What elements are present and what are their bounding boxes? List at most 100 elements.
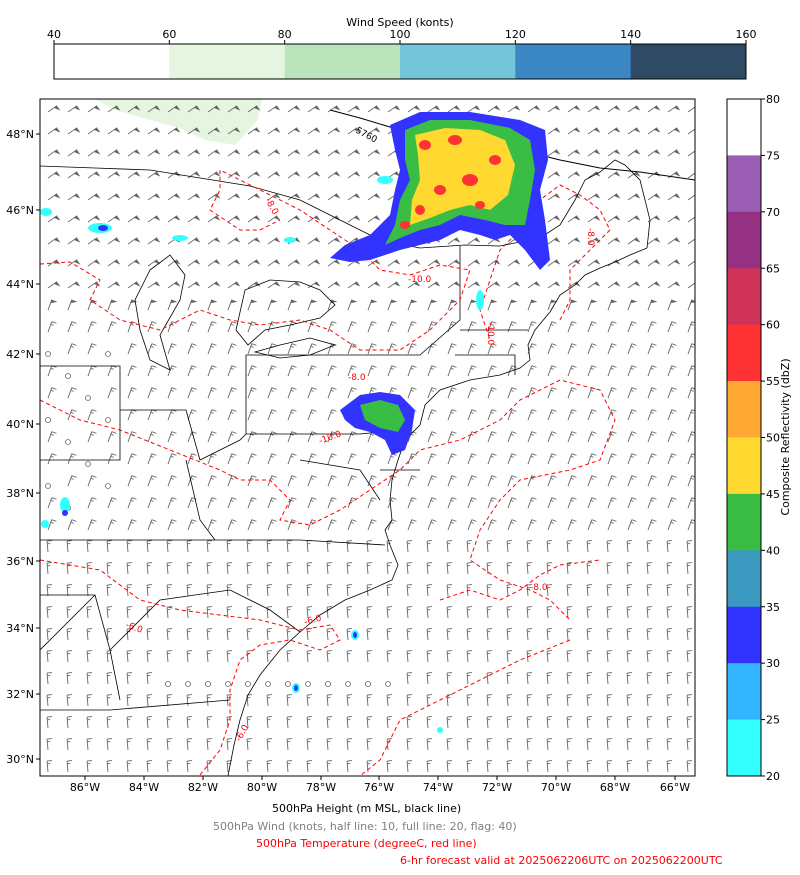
wind-barb bbox=[87, 519, 97, 531]
wind-barb bbox=[686, 650, 693, 663]
wind-barb bbox=[86, 562, 93, 575]
reflectivity-colorbar-cell bbox=[727, 719, 761, 777]
wind-barb bbox=[467, 105, 481, 113]
wind-barb bbox=[647, 149, 661, 157]
wind-barb bbox=[326, 540, 333, 553]
wind-barb bbox=[647, 299, 658, 311]
wind-barb bbox=[286, 540, 293, 553]
wind-barb bbox=[307, 149, 321, 157]
wind-barb bbox=[667, 475, 677, 487]
wind-barb bbox=[507, 299, 518, 311]
wind-barb bbox=[187, 321, 197, 333]
wind-barb bbox=[407, 299, 418, 311]
wind-barb bbox=[367, 281, 381, 289]
wind-colorbar-tick-label: 100 bbox=[390, 28, 411, 41]
wind-barb bbox=[227, 215, 241, 223]
wind-barb bbox=[66, 738, 73, 751]
wind-barb bbox=[327, 453, 337, 465]
wind-barb bbox=[166, 694, 173, 707]
wind-barb bbox=[187, 299, 198, 311]
wind-barb bbox=[447, 343, 457, 355]
wind-barb bbox=[447, 475, 457, 487]
wind-barb bbox=[187, 343, 197, 355]
wind-barb bbox=[346, 716, 353, 729]
wind-barb bbox=[107, 497, 117, 509]
wind-barb bbox=[267, 453, 277, 465]
wind-barb bbox=[126, 716, 133, 729]
wind-barb bbox=[46, 738, 53, 751]
wind-barb bbox=[687, 321, 695, 333]
wind-barb bbox=[466, 694, 473, 707]
wind-barb bbox=[687, 431, 695, 443]
wind-barb bbox=[667, 409, 677, 421]
wind-barb bbox=[106, 672, 113, 685]
wind-barb bbox=[427, 409, 437, 421]
wind-barb bbox=[307, 105, 321, 113]
wind-barb bbox=[626, 628, 633, 641]
wind-barb bbox=[466, 650, 473, 663]
wind-barb bbox=[426, 716, 433, 729]
wind-barb bbox=[86, 628, 93, 641]
wind-barb bbox=[626, 694, 633, 707]
wind-barb bbox=[227, 237, 241, 245]
calm-wind-marker bbox=[85, 461, 91, 467]
wind-barb bbox=[566, 540, 573, 553]
wind-barb bbox=[206, 716, 213, 729]
wind-barb bbox=[227, 193, 241, 201]
wind-barb bbox=[487, 409, 497, 421]
wind-barb bbox=[626, 562, 633, 575]
wind-barb bbox=[287, 171, 301, 179]
wind-barb bbox=[247, 387, 257, 399]
wind-barb bbox=[487, 475, 497, 487]
wind-barb bbox=[106, 650, 113, 663]
wind-barb bbox=[486, 694, 493, 707]
wind-barb bbox=[547, 127, 561, 135]
wind-barb bbox=[467, 281, 481, 289]
wind-barb bbox=[147, 299, 158, 311]
wind-barb bbox=[86, 540, 93, 553]
wind-barb bbox=[127, 149, 141, 157]
wind-barb bbox=[47, 387, 57, 399]
wind-barb bbox=[487, 497, 497, 509]
wind-barb bbox=[127, 365, 137, 377]
wind-barb bbox=[446, 562, 453, 575]
wind-barb bbox=[667, 105, 681, 113]
wind-barb bbox=[346, 584, 353, 597]
wind-colorbar-tick-label: 120 bbox=[505, 28, 526, 41]
wind-barb bbox=[366, 738, 373, 751]
latitude-label: 48°N bbox=[6, 128, 34, 141]
wind-barb bbox=[307, 431, 317, 443]
wind-barb bbox=[646, 628, 653, 641]
wind-barb bbox=[687, 475, 695, 487]
wind-barb bbox=[166, 650, 173, 663]
wind-barb bbox=[187, 281, 201, 289]
wind-barb bbox=[186, 540, 193, 553]
wind-barb bbox=[287, 215, 301, 223]
wind-barb bbox=[587, 299, 598, 311]
latitude-label: 32°N bbox=[6, 688, 34, 701]
wind-barb bbox=[267, 171, 281, 179]
wind-barb bbox=[646, 606, 653, 619]
wind-barb bbox=[166, 760, 173, 773]
wind-barb bbox=[87, 431, 97, 443]
calm-wind-marker bbox=[245, 681, 251, 687]
wind-barb bbox=[346, 694, 353, 707]
caption-height: 500hPa Height (m MSL, black line) bbox=[272, 802, 462, 815]
wind-barb bbox=[327, 365, 337, 377]
wind-barb bbox=[526, 540, 533, 553]
wind-barb bbox=[306, 562, 313, 575]
wind-barb bbox=[107, 519, 117, 531]
wind-barb bbox=[426, 650, 433, 663]
wind-barb bbox=[186, 650, 193, 663]
wind-barb bbox=[546, 628, 553, 641]
calm-wind-marker bbox=[385, 681, 391, 687]
wind-barb bbox=[607, 105, 621, 113]
wind-barb bbox=[86, 694, 93, 707]
wind-barb bbox=[267, 387, 277, 399]
wind-barb bbox=[66, 540, 73, 553]
wind-barb bbox=[687, 387, 695, 399]
wind-barb bbox=[227, 409, 237, 421]
wind-barb bbox=[67, 343, 77, 355]
wind-barb bbox=[367, 171, 381, 179]
wind-barb bbox=[287, 453, 297, 465]
